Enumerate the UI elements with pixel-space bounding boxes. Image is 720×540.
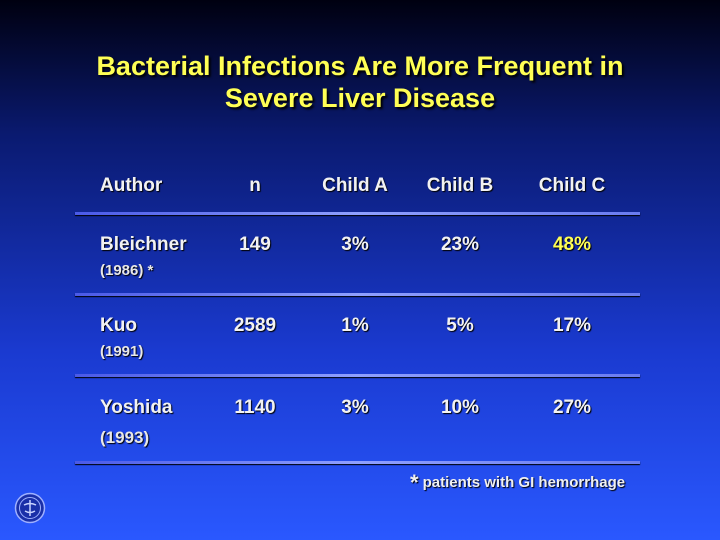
row-author: Kuo <box>100 315 137 336</box>
footnote-text: patients with GI hemorrhage <box>422 474 626 491</box>
row-author: Yoshida <box>100 397 173 418</box>
row-child-c: 48% <box>552 234 592 255</box>
footnote: * patients with GI hemorrhage <box>410 470 625 496</box>
header-rule <box>75 212 640 215</box>
row-divider <box>75 293 640 296</box>
header-child-c: Child C <box>538 175 606 196</box>
row-child-c: 17% <box>552 315 592 336</box>
row-child-b: 5% <box>446 315 474 336</box>
row-child-b: 10% <box>440 397 480 418</box>
row-year: (1986) * <box>100 262 154 279</box>
header-n: n <box>249 175 261 196</box>
row-year: (1991) <box>100 343 144 360</box>
row-n: 149 <box>239 234 271 255</box>
row-child-a: 1% <box>341 315 369 336</box>
row-child-a: 3% <box>341 234 369 255</box>
row-year: (1993) <box>100 428 150 447</box>
header-author: Author <box>100 175 163 196</box>
row-child-a: 3% <box>341 397 369 418</box>
header-child-b: Child B <box>426 175 494 196</box>
slide-title: Bacterial Infections Are More Frequent i… <box>0 50 720 114</box>
row-divider <box>75 374 640 377</box>
row-child-b: 23% <box>440 234 480 255</box>
row-child-c: 27% <box>552 397 592 418</box>
row-n: 1140 <box>234 397 276 418</box>
slide-title-line-2: Severe Liver Disease <box>224 83 496 113</box>
table-bottom-rule <box>75 461 640 464</box>
slide-title-line-1: Bacterial Infections Are More Frequent i… <box>96 51 624 81</box>
footnote-star: * <box>410 470 419 495</box>
row-author: Bleichner <box>100 234 187 255</box>
institution-seal-icon <box>14 492 46 524</box>
header-child-a: Child A <box>322 175 388 196</box>
row-n: 2589 <box>233 315 277 336</box>
